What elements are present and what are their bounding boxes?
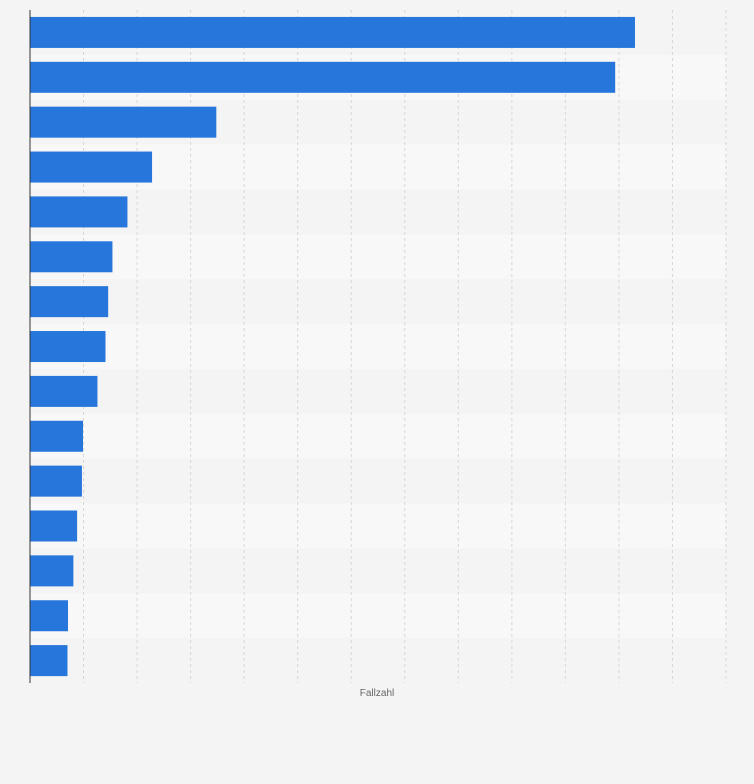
bar: [30, 645, 68, 677]
x-axis-title: Fallzahl: [359, 688, 395, 699]
bar: [30, 241, 113, 273]
bar: [30, 555, 74, 587]
bar: [30, 375, 98, 407]
bar: [30, 510, 78, 542]
bar: [30, 286, 109, 318]
row-band: [30, 368, 726, 414]
row-band: [30, 503, 726, 549]
row-band: [30, 413, 726, 459]
row-band: [30, 234, 726, 280]
row-band: [30, 593, 726, 639]
row-band: [30, 458, 726, 504]
bar: [30, 16, 635, 48]
bar: [30, 465, 82, 497]
row-band: [30, 548, 726, 594]
bar: [30, 420, 84, 452]
row-band: [30, 279, 726, 325]
bar: [30, 196, 128, 228]
bar: [30, 61, 616, 93]
bar: [30, 331, 106, 363]
bar: [30, 151, 153, 183]
bar: [30, 600, 69, 632]
row-band: [30, 638, 726, 684]
row-band: [30, 189, 726, 235]
row-band: [30, 324, 726, 369]
bar: [30, 106, 217, 138]
